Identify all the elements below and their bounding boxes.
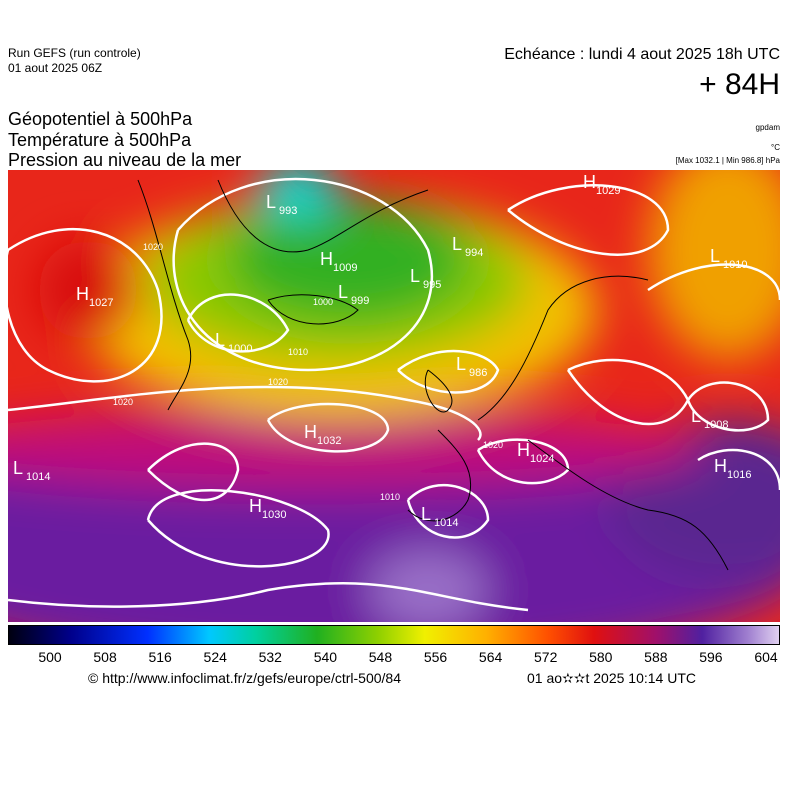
isobar-label: 1000 [313, 297, 333, 307]
isobar-label: 1020 [268, 377, 288, 387]
center-kind: L [456, 354, 466, 374]
valid-time: Echéance : lundi 4 aout 2025 18h UTC [504, 46, 780, 63]
center-kind: L [13, 458, 23, 478]
center-value: 1024 [530, 453, 554, 465]
center-value: 999 [351, 295, 369, 307]
center-kind: L [710, 246, 720, 266]
colorbar-tick-label: 588 [644, 649, 668, 665]
generated-time: 01 ao✫✫t 2025 10:14 UTC [527, 670, 697, 686]
isobar-label: 1020 [143, 242, 163, 252]
colorbar-tick-label: 556 [423, 649, 448, 665]
field-title: Pression au niveau de la mer [8, 150, 242, 170]
isobar-label: 1010 [288, 347, 308, 357]
center-value: 993 [279, 205, 297, 217]
colorbar-tick-label: 524 [203, 649, 227, 665]
center-kind: L [421, 504, 431, 524]
center-kind: H [320, 249, 333, 269]
colorbar-tick-label: 516 [148, 649, 172, 665]
colorbar-tick-label: 572 [534, 649, 558, 665]
center-kind: L [691, 406, 701, 426]
colorbar-tick-label: 580 [589, 649, 613, 665]
center-kind: L [266, 192, 276, 212]
run-date: 01 aout 2025 06Z [8, 61, 103, 75]
colorbar-tick-label: 604 [754, 649, 778, 665]
center-kind: L [410, 266, 420, 286]
run-name: Run GEFS (run controle) [8, 46, 141, 60]
center-value: 994 [465, 247, 483, 259]
lead-time: + 84H [699, 68, 780, 101]
center-kind: H [714, 456, 727, 476]
center-kind: H [76, 284, 89, 304]
center-value: 1014 [434, 517, 458, 529]
center-value: 986 [469, 367, 487, 379]
center-value: 1030 [262, 509, 286, 521]
unit-label: gpdam [755, 123, 780, 132]
center-kind: H [517, 440, 530, 460]
center-value: 1008 [704, 419, 728, 431]
center-value: 1009 [333, 262, 357, 274]
coastlines [137, 179, 729, 571]
colorbar-tick-label: 564 [478, 649, 503, 665]
field-title: Géopotentiel à 500hPa [8, 109, 193, 129]
field-title: Température à 500hPa [8, 130, 192, 150]
center-kind: L [215, 330, 225, 350]
center-kind: L [452, 234, 462, 254]
center-kind: H [583, 172, 596, 192]
source-link: © http://www.infoclimat.fr/z/gefs/europe… [88, 670, 402, 686]
colorbar-tick-label: 540 [313, 649, 338, 665]
unit-label: °C [771, 143, 780, 152]
temperature-field [8, 170, 780, 622]
center-value: 1014 [26, 471, 50, 483]
center-value: 1010 [723, 259, 747, 271]
center-value: 1016 [727, 469, 751, 481]
center-kind: H [304, 422, 317, 442]
center-kind: L [338, 282, 348, 302]
isobar-label: 1020 [483, 440, 503, 450]
center-value: 1027 [89, 297, 113, 309]
colorbar-tick-label: 532 [258, 649, 282, 665]
isobar-label: 1010 [380, 492, 400, 502]
center-value: 995 [423, 279, 441, 291]
center-kind: H [249, 496, 262, 516]
colorbar-tick-label: 500 [38, 649, 62, 665]
isobars [8, 177, 780, 612]
center-value: 1032 [317, 435, 341, 447]
colorbar-tick-label: 548 [368, 649, 393, 665]
colorbar-tick-label: 596 [699, 649, 723, 665]
colorbar [8, 625, 780, 645]
center-value: 1029 [596, 185, 620, 197]
colorbar-tick-label: 508 [93, 649, 117, 665]
isobar-label: 1020 [113, 397, 133, 407]
center-value: 1000 [228, 343, 252, 355]
pressure-range: [Max 1032.1 | Min 986.8] hPa [675, 156, 780, 165]
